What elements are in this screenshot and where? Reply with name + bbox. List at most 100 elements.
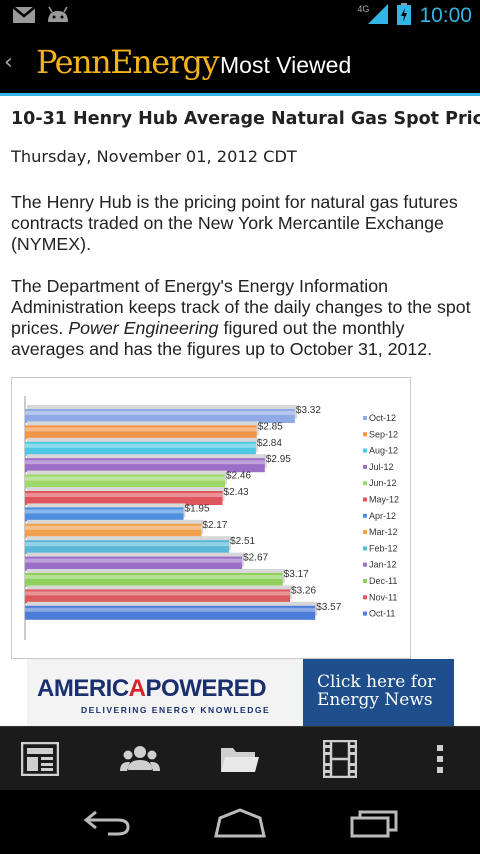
price-chart: $3.32 Oct-12 $2.85 Sep-12 $2.84 Aug-12 $2.95 Ju…: [11, 377, 411, 659]
bar-highlight: [25, 427, 257, 432]
bar-Sep-12: [25, 425, 257, 440]
legend-label: Mar-12: [369, 527, 398, 537]
ad-cta-line: Click here for: [317, 672, 436, 692]
gmail-icon: [12, 6, 36, 28]
legend-label: Dec-11: [369, 576, 397, 586]
bottom-toolbar: [0, 726, 480, 790]
bar-highlight: [25, 525, 202, 530]
legend-swatch: [363, 611, 367, 616]
legend-label: Aug-12: [369, 446, 398, 456]
article-date: Thursday, November 01, 2012 CDT: [11, 147, 297, 166]
bar-value-label: $3.26: [291, 585, 316, 596]
legend-label: Oct-12: [369, 413, 396, 423]
legend-swatch: [363, 448, 367, 453]
article-paragraph: The Department of Energy's Energy Inform…: [11, 276, 473, 360]
bar-Oct-11: [25, 605, 316, 620]
battery-icon: [397, 3, 412, 29]
ad-brand-suffix: POWERED: [145, 675, 267, 702]
legend-swatch: [363, 416, 367, 420]
bar-Jul-12: [25, 458, 265, 473]
legend-label: Oct-11: [369, 609, 395, 619]
folder-icon[interactable]: [220, 739, 260, 779]
bar-value-label: $3.57: [316, 602, 341, 613]
bar-value-label: $1.95: [185, 503, 210, 514]
article-content[interactable]: 10-31 Henry Hub Average Natural Gas Spot…: [0, 96, 480, 726]
recent-apps-icon[interactable]: [345, 806, 405, 840]
bar-Jan-12: [25, 556, 243, 571]
bar-value-label: $2.85: [258, 421, 283, 432]
bar-highlight: [25, 575, 283, 579]
ad-banner[interactable]: AMERICAPOWERED DELIVERING ENERGY KNOWLED…: [27, 659, 454, 726]
ad-brand-prefix: AMERIC: [37, 675, 129, 702]
ad-brand-panel[interactable]: AMERICAPOWERED DELIVERING ENERGY KNOWLED…: [27, 659, 303, 726]
bar-value-label: $2.84: [257, 438, 282, 449]
legend-swatch: [363, 513, 367, 518]
bar-highlight: [25, 493, 223, 497]
bar-value-label: $2.95: [266, 454, 291, 465]
home-icon[interactable]: [210, 806, 270, 840]
back-icon[interactable]: [77, 806, 137, 840]
bar-Dec-11: [25, 573, 283, 587]
bar-highlight: [25, 591, 291, 596]
clock: 10:00: [419, 4, 472, 27]
legend-swatch: [363, 464, 367, 469]
film-icon[interactable]: [320, 739, 360, 779]
bar-highlight: [25, 607, 316, 612]
bar-highlight: [25, 443, 256, 448]
bar-Aug-12: [25, 441, 256, 456]
page-title: Most Viewed: [220, 52, 352, 78]
legend-swatch: [363, 481, 367, 486]
bar-Mar-12: [25, 523, 202, 538]
action-bar: ‹ PennEnergy Most Viewed: [0, 33, 480, 96]
bar-value-label: $2.67: [243, 553, 268, 564]
people-icon[interactable]: [120, 739, 160, 779]
legend-swatch: [363, 562, 367, 567]
overflow-menu-icon[interactable]: [420, 739, 460, 779]
bar-value-label: $3.17: [284, 569, 309, 580]
legend-swatch: [363, 497, 367, 502]
android-icon: [46, 6, 70, 28]
legend-swatch: [363, 530, 367, 535]
bar-highlight: [25, 542, 230, 547]
bar-highlight: [25, 411, 295, 415]
system-nav-bar: [0, 790, 480, 854]
legend-label: Sep-12: [369, 429, 398, 439]
bar-value-label: $2.46: [226, 471, 251, 482]
network-type: 4G: [357, 4, 370, 14]
bar-highlight: [25, 509, 184, 514]
bar-value-label: $3.32: [296, 405, 321, 416]
legend-label: Feb-12: [369, 543, 398, 553]
bar-Oct-12: [25, 409, 295, 423]
paragraph-text: The Department of Energy's Energy Inform…: [11, 276, 471, 338]
legend-label: Jun-12: [369, 478, 397, 488]
article-paragraph: The Henry Hub is the pricing point for n…: [11, 192, 458, 254]
bar-value-label: $2.43: [224, 487, 249, 498]
legend-swatch: [363, 546, 367, 551]
bar-Jun-12: [25, 474, 225, 489]
signal-icon: [367, 3, 389, 29]
bar-May-12: [25, 491, 223, 505]
legend-swatch: [363, 595, 367, 600]
article-title: 10-31 Henry Hub Average Natural Gas Spot…: [11, 109, 480, 129]
ad-cta-line: Energy News: [317, 690, 433, 710]
ad-cta-button[interactable]: Click here for Energy News: [303, 659, 454, 726]
publication-name: Power Engineering: [68, 318, 219, 338]
bar-Apr-12: [25, 507, 184, 522]
legend-label: Jul-12: [369, 462, 394, 472]
ad-brand-accent: A: [128, 675, 146, 702]
legend-label: Nov-11: [369, 592, 397, 602]
legend-label: Jan-12: [369, 560, 397, 570]
bar-highlight: [25, 558, 243, 563]
legend-swatch: [363, 579, 367, 583]
bar-Feb-12: [25, 540, 230, 555]
up-navigation-icon[interactable]: ‹: [4, 50, 13, 75]
status-bar: 4G 10:00: [0, 0, 480, 33]
app-logo[interactable]: PennEnergy: [36, 43, 220, 81]
newspaper-icon[interactable]: [20, 739, 60, 779]
legend-swatch: [363, 432, 367, 437]
bar-value-label: $2.17: [202, 520, 227, 531]
ad-tagline: DELIVERING ENERGY KNOWLEDGE: [81, 705, 271, 715]
bar-highlight: [25, 460, 265, 465]
bar-value-label: $2.51: [230, 536, 255, 547]
bar-highlight: [25, 476, 225, 481]
